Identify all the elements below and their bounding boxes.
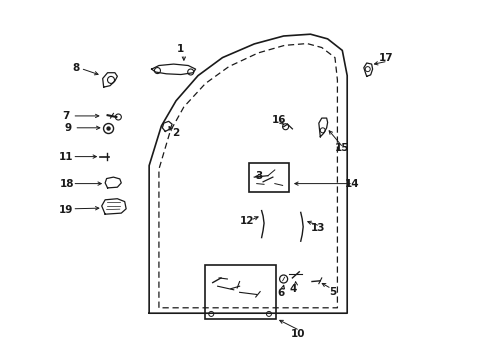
Text: 19: 19 [59, 204, 73, 215]
Text: 7: 7 [62, 111, 70, 121]
Bar [249, 163, 289, 192]
Text: 10: 10 [290, 329, 305, 339]
Text: 1: 1 [177, 44, 184, 54]
Text: 15: 15 [334, 143, 349, 153]
Text: 18: 18 [60, 179, 75, 189]
Text: 16: 16 [271, 114, 285, 125]
Circle shape [107, 127, 110, 130]
Text: 2: 2 [172, 128, 179, 138]
Text: 4: 4 [289, 284, 297, 294]
Text: 11: 11 [59, 152, 73, 162]
Text: 14: 14 [344, 179, 359, 189]
Text: 6: 6 [277, 288, 284, 298]
Text: 12: 12 [239, 216, 254, 226]
Text: 9: 9 [65, 123, 72, 133]
Text: 8: 8 [72, 63, 79, 73]
Text: 5: 5 [328, 287, 335, 297]
Text: 13: 13 [310, 222, 325, 233]
Bar [205, 265, 276, 319]
Text: 3: 3 [255, 171, 262, 181]
Text: 17: 17 [378, 53, 393, 63]
